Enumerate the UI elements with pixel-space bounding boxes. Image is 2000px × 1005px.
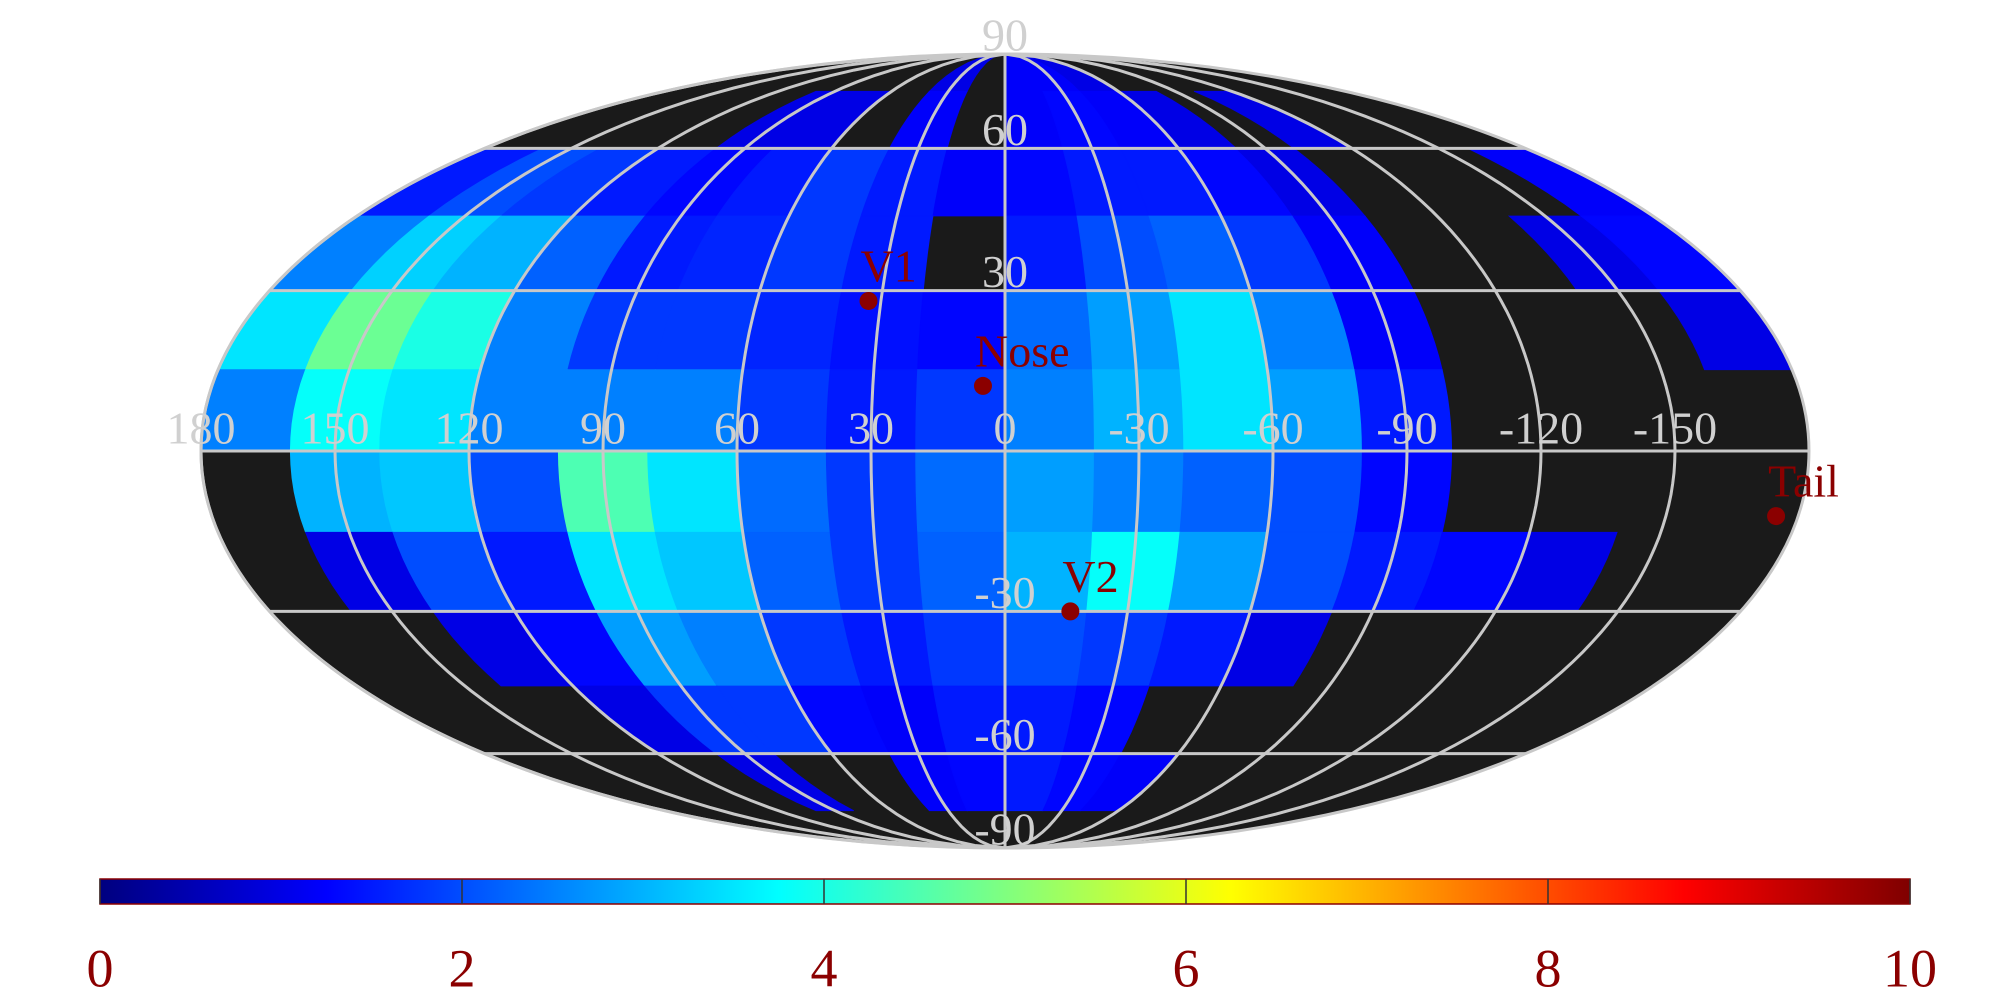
lon-tick-label: -120 xyxy=(1499,403,1583,454)
colorbar-tick-label: 0 xyxy=(87,938,114,998)
point-label: V1 xyxy=(861,241,917,292)
heat-cell xyxy=(468,450,569,533)
lon-tick-label: -30 xyxy=(1108,403,1169,454)
heat-cell xyxy=(379,450,481,533)
heat-cell xyxy=(922,611,1006,687)
colorbar-tick-label: 2 xyxy=(449,938,476,998)
lon-tick-label: -150 xyxy=(1633,403,1717,454)
heat-cell xyxy=(1354,450,1453,533)
heat-cell xyxy=(1004,450,1095,533)
colorbar: 0 2 4 6 8 10 xyxy=(87,878,1937,998)
lon-tick-label: 60 xyxy=(714,403,760,454)
heat-cell xyxy=(557,450,656,533)
point-label: Nose xyxy=(975,325,1070,376)
point-label: V2 xyxy=(1062,551,1118,602)
lon-tick-label: -90 xyxy=(1376,403,1437,454)
lat-tick-label: -60 xyxy=(974,709,1035,760)
heat-cell xyxy=(1004,611,1088,687)
sky-outline xyxy=(199,52,1811,850)
lat-tick-label: 60 xyxy=(982,104,1028,155)
heat-cell xyxy=(1266,450,1363,533)
lat-tick-label: -90 xyxy=(974,804,1035,855)
labels: 180 150 120 90 60 30 0 -30 -60 -90 -120 -150 90 60 30 -… xyxy=(167,10,1839,855)
lon-tick-label: 0 xyxy=(994,403,1017,454)
lon-tick-label: 180 xyxy=(167,403,236,454)
point-label: Tail xyxy=(1768,456,1839,507)
point xyxy=(859,291,878,310)
lat-tick-label: -30 xyxy=(974,567,1035,618)
colorbar-tick-label: 10 xyxy=(1883,938,1937,998)
lat-tick-label: 30 xyxy=(982,246,1028,297)
lon-tick-label: 30 xyxy=(848,403,894,454)
colorbar-gradient xyxy=(99,878,1911,905)
heat-cell xyxy=(647,450,744,533)
colorbar-tick-label: 4 xyxy=(811,938,838,998)
heat-cell xyxy=(1004,369,1095,452)
point xyxy=(1061,602,1080,621)
heat-cell xyxy=(1179,450,1274,533)
lat-tick-label: 90 xyxy=(982,10,1028,61)
heat-cell xyxy=(915,369,1006,452)
lon-tick-label: 150 xyxy=(301,403,370,454)
heat-cell xyxy=(289,450,394,533)
point xyxy=(1767,507,1786,526)
heat-cell xyxy=(736,450,831,533)
colorbar-tick-label: 8 xyxy=(1535,938,1562,998)
point xyxy=(973,376,992,395)
lon-tick-label: 120 xyxy=(435,403,504,454)
lon-tick-label: -60 xyxy=(1242,403,1303,454)
heat-cell xyxy=(915,450,1006,533)
colorbar-tick-label: 6 xyxy=(1173,938,1200,998)
lon-tick-label: 90 xyxy=(580,403,626,454)
